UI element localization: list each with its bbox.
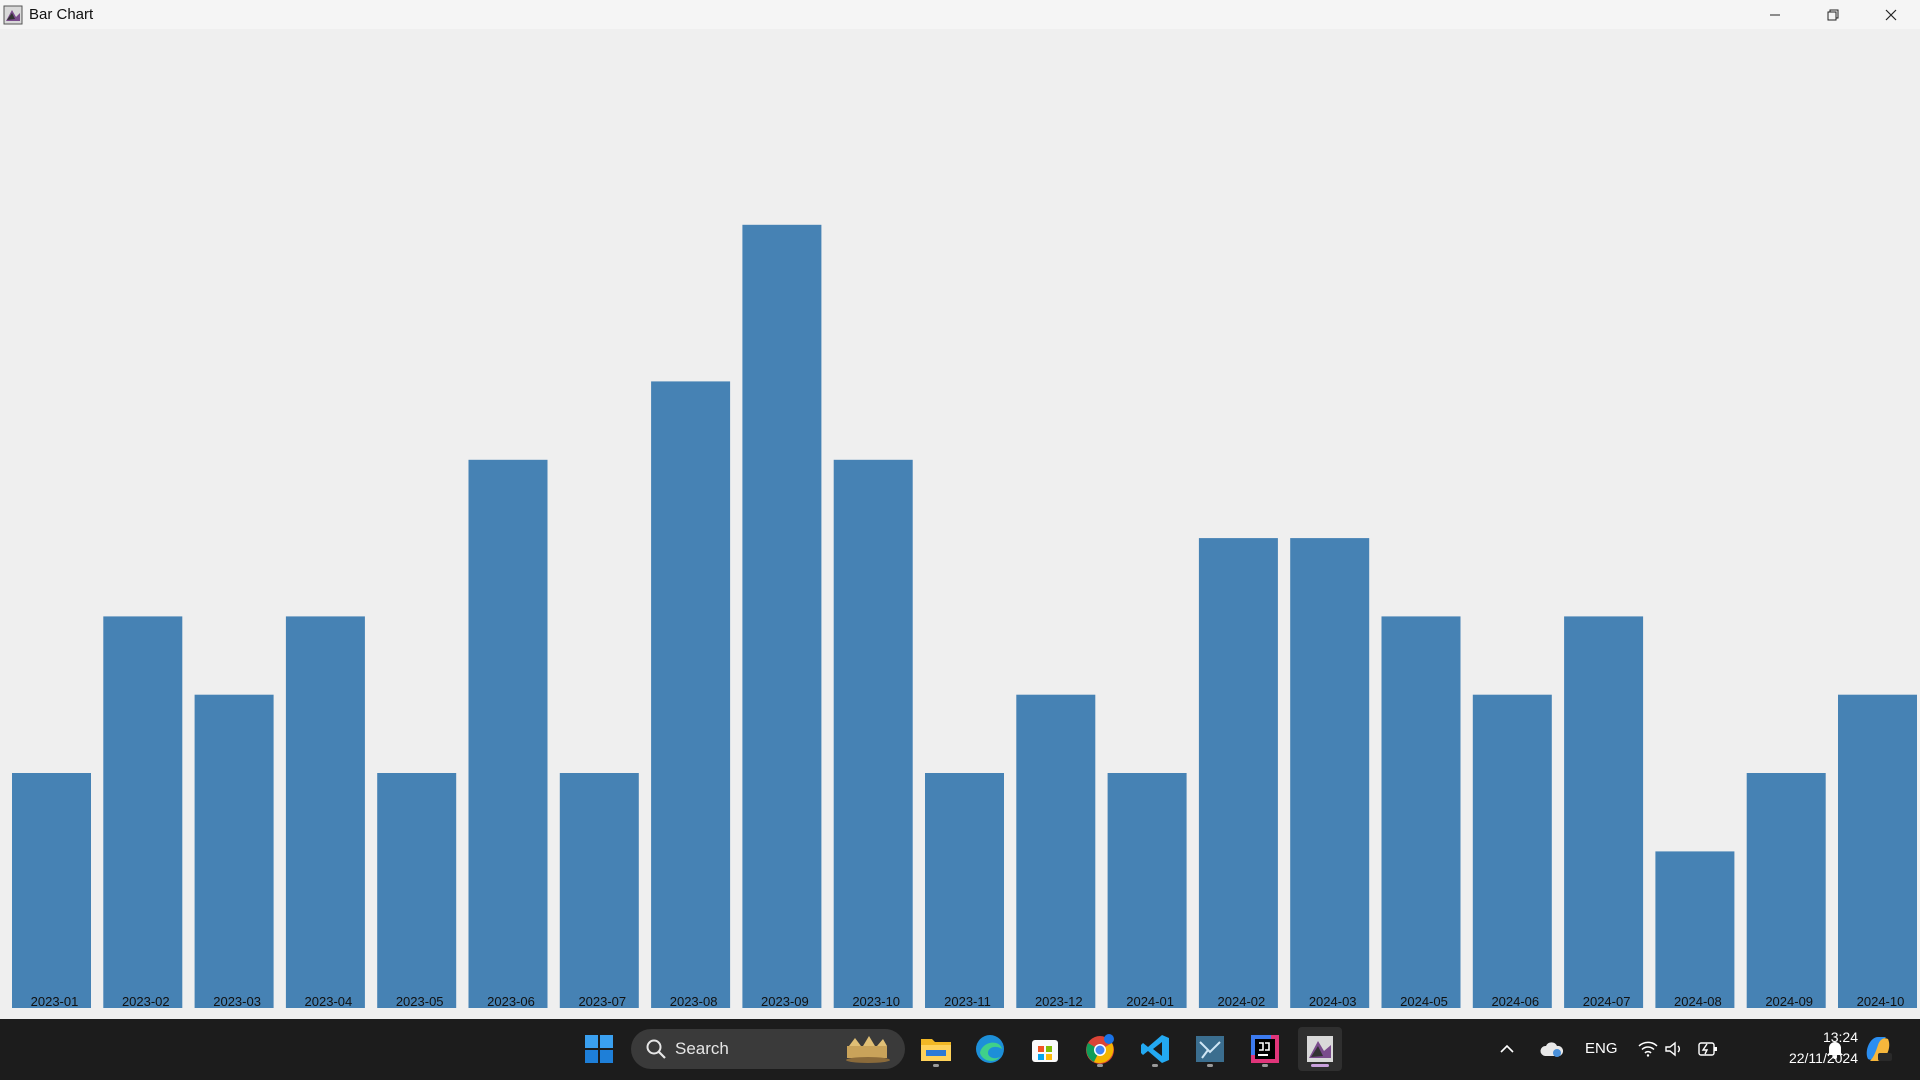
search-icon [646, 1039, 666, 1059]
wifi-icon [1638, 1041, 1658, 1057]
bar-2024-03 [1290, 538, 1370, 1008]
tick-label-2024-01: 2024-01 [1126, 994, 1174, 1009]
tick-label-2023-11: 2023-11 [944, 994, 991, 1009]
taskbar-java-app[interactable] [1298, 1027, 1342, 1071]
tick-label-2023-12: 2023-12 [1035, 994, 1083, 1009]
taskbar-chrome[interactable] [1078, 1027, 1122, 1071]
battery-button[interactable] [1696, 1027, 1720, 1071]
bar-2023-04 [285, 616, 365, 1008]
copilot-icon [1866, 1037, 1892, 1061]
taskbar: Search [0, 1019, 1920, 1080]
taskbar-edge[interactable] [968, 1027, 1012, 1071]
cloud-icon [1540, 1042, 1564, 1057]
window-title: Bar Chart [29, 6, 94, 23]
tick-label-2023-03: 2023-03 [213, 994, 261, 1009]
taskbar-jetbrains[interactable] [1243, 1027, 1287, 1071]
bar-2024-06 [1472, 694, 1552, 1008]
restore-button[interactable] [1804, 0, 1862, 29]
bar-2023-05 [377, 773, 457, 1008]
bar-2024-08 [1655, 851, 1735, 1008]
tick-label-2023-06: 2023-06 [487, 994, 535, 1009]
bar-2024-02 [1198, 538, 1278, 1008]
java-app-icon [1307, 1036, 1333, 1062]
bell-icon [1827, 1042, 1843, 1059]
title-bar: Bar Chart [0, 0, 1920, 29]
onedrive-tray-button[interactable] [1536, 1027, 1568, 1071]
tick-label-2024-10: 2024-10 [1857, 994, 1905, 1009]
tick-label-2023-04: 2023-04 [305, 994, 353, 1009]
file-explorer-icon [921, 1039, 951, 1061]
search-highlight-icon [846, 1036, 890, 1063]
tick-label-2024-03: 2024-03 [1309, 994, 1357, 1009]
close-icon [1885, 9, 1897, 20]
bar-2023-06 [468, 459, 548, 1008]
running-indicator [933, 1064, 939, 1067]
running-indicator [1097, 1064, 1103, 1067]
tick-label-2024-07: 2024-07 [1583, 994, 1631, 1009]
minimize-button[interactable] [1746, 0, 1804, 29]
vscode-icon [1141, 1035, 1169, 1063]
edge-icon [976, 1035, 1004, 1063]
copilot-button[interactable] [1858, 1027, 1898, 1071]
bar-2023-09 [742, 224, 822, 1009]
bar-chart: 2023-01 2023-02 2023-03 2023-04 2023-05 2023-… [12, 224, 1917, 1009]
start-button[interactable] [577, 1027, 621, 1071]
show-hidden-icons-button[interactable] [1492, 1027, 1522, 1071]
taskbar-file-explorer[interactable] [914, 1027, 958, 1071]
bar-2023-03 [194, 694, 274, 1008]
bar-2023-02 [103, 616, 183, 1008]
running-indicator [1152, 1064, 1158, 1067]
minimize-icon [1770, 14, 1780, 15]
bar-2023-10 [833, 459, 913, 1008]
taskbar-terminal-app[interactable] [1188, 1027, 1232, 1071]
volume-button[interactable] [1662, 1027, 1686, 1071]
language-indicator[interactable]: ENG [1585, 1040, 1618, 1057]
bar-2024-01 [1107, 773, 1187, 1008]
tick-label-2023-08: 2023-08 [670, 994, 718, 1009]
taskbar-store[interactable] [1023, 1027, 1067, 1071]
volume-icon [1665, 1041, 1680, 1057]
tick-label-2023-02: 2023-02 [122, 994, 170, 1009]
bar-2024-07 [1564, 616, 1644, 1008]
tick-label-2023-09: 2023-09 [761, 994, 809, 1009]
bar-2023-12 [1016, 694, 1096, 1008]
active-indicator [1311, 1064, 1329, 1067]
bar-2024-10 [1838, 694, 1917, 1008]
bar-chart-canvas: 2023-01 2023-02 2023-03 2023-04 2023-05 2023-… [0, 29, 1920, 1019]
store-icon [1032, 1040, 1058, 1062]
bar-2023-08 [651, 381, 731, 1008]
bar-2023-11 [925, 773, 1004, 1008]
taskbar-vscode[interactable] [1133, 1027, 1177, 1071]
running-indicator [1207, 1064, 1213, 1067]
bar-2023-01 [12, 773, 91, 1008]
chevron-up-icon [1500, 1044, 1514, 1053]
taskbar-search[interactable]: Search [631, 1029, 905, 1069]
terminal-app-icon [1196, 1036, 1224, 1062]
bar-2024-09 [1746, 773, 1826, 1008]
tick-label-2023-07: 2023-07 [578, 994, 626, 1009]
bar-2023-07 [559, 773, 639, 1008]
tick-label-2024-08: 2024-08 [1674, 994, 1722, 1009]
running-indicator [1262, 1064, 1268, 1067]
java-app-icon [3, 5, 23, 24]
chrome-icon [1086, 1034, 1114, 1064]
tick-label-2023-05: 2023-05 [396, 994, 444, 1009]
close-button[interactable] [1862, 0, 1920, 29]
jetbrains-icon [1251, 1035, 1279, 1063]
tick-label-2023-01: 2023-01 [31, 994, 79, 1009]
start-icon [585, 1035, 613, 1063]
restore-icon [1827, 9, 1839, 20]
clock-time: 13:24 [1822, 1029, 1858, 1045]
notifications-button[interactable] [1822, 1027, 1848, 1071]
tick-label-2024-05: 2024-05 [1400, 994, 1448, 1009]
tick-label-2024-09: 2024-09 [1765, 994, 1813, 1009]
network-button[interactable] [1636, 1027, 1660, 1071]
battery-charging-icon [1698, 1042, 1717, 1056]
tick-label-2024-02: 2024-02 [1218, 994, 1266, 1009]
tick-label-2023-10: 2023-10 [852, 994, 900, 1009]
bar-2024-05 [1381, 616, 1461, 1008]
search-placeholder: Search [675, 1039, 729, 1058]
tick-label-2024-06: 2024-06 [1491, 994, 1539, 1009]
